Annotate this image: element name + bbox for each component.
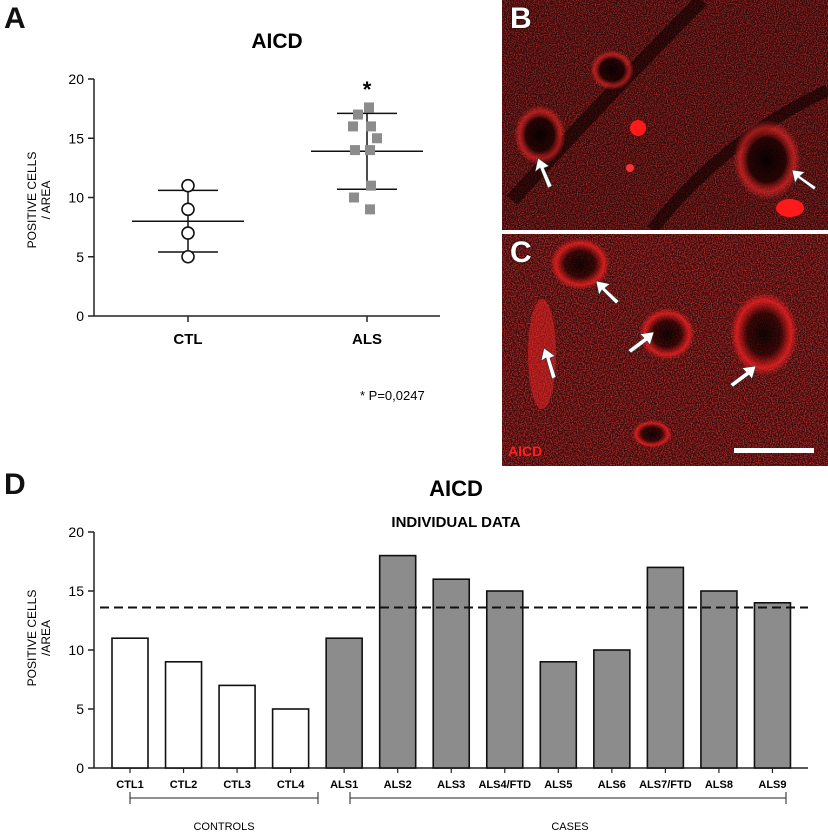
a-point-ctl: [181, 249, 195, 264]
chart-a-axes: [93, 79, 440, 317]
chart-a-marks: [132, 102, 423, 264]
chart-a-title: AICD: [251, 30, 302, 53]
cases-label: CASES: [551, 821, 588, 833]
d-category-label: ALS8: [705, 779, 733, 791]
aicd-stain-label: AICD: [508, 443, 543, 459]
chart-d-title: AICD: [429, 476, 483, 501]
panel-letter-d: D: [4, 468, 26, 501]
chart-a-ticks: 0 5 10 15 20 CTL ALS: [68, 71, 382, 348]
d-bar-als7-ftd: [646, 566, 685, 769]
chart-d-ylabel-line2: /AREA: [39, 620, 53, 656]
panel-d-chart: AICD INDIVIDUAL DATA POSITIVE CELLS /ARE…: [25, 476, 808, 833]
d-category-label: ALS7/FTD: [639, 779, 692, 791]
panel-letter-b: B: [510, 2, 532, 35]
a-point-als: [372, 133, 382, 144]
d-category-label: ALS2: [384, 779, 412, 791]
a-point-ctl: [181, 202, 195, 217]
d-bar-als2: [378, 554, 417, 769]
a-point-als: [366, 121, 376, 132]
d-category-label: ALS5: [544, 779, 572, 791]
p-value-annotation: * P=0,0247: [360, 388, 425, 403]
a-point-als: [349, 192, 359, 203]
d-category-label: ALS4/FTD: [478, 779, 531, 791]
d-bar-als9: [753, 602, 792, 769]
a-category-label: ALS: [352, 331, 382, 348]
micrograph-c: C AICD: [502, 234, 828, 466]
a-ytick-label: 0: [76, 308, 84, 324]
d-category-label: CTL2: [170, 779, 198, 791]
a-point-als: [364, 102, 374, 113]
d-ytick-label: 0: [76, 760, 84, 776]
d-bar-als1: [325, 637, 363, 769]
d-bar-als6: [593, 649, 631, 769]
chart-d-bars: CTL1 CTL2 CTL3 CTL4 ALS1 ALS2 ALS3 ALS4/FTD ALS5…: [100, 554, 808, 791]
panel-letter-c: C: [510, 236, 532, 269]
a-ytick-label: 5: [76, 249, 84, 265]
d-category-label: CTL3: [223, 779, 251, 791]
a-ytick-label: 10: [68, 190, 84, 206]
panel-a-chart: AICD POSITIVE CELLS / AREA 0 5 10 15 20 CTL AL…: [25, 30, 440, 403]
chart-d-ylabel-line1: POSITIVE CELLS: [25, 590, 39, 687]
chart-a-ylabel-line1: POSITIVE CELLS: [25, 152, 39, 249]
d-ytick-label: 20: [68, 524, 84, 540]
a-point-als: [365, 145, 375, 156]
micrograph-b: B: [502, 0, 828, 230]
chart-a-ylabel-line2: / AREA: [39, 181, 53, 220]
chart-d-groups: CONTROLS CASES: [129, 792, 787, 833]
a-category-label: CTL: [173, 331, 202, 348]
d-bar-ctl1: [111, 637, 149, 769]
d-category-label: ALS1: [330, 779, 358, 791]
a-point-als: [350, 145, 360, 156]
micrograph-b-image: [502, 0, 828, 230]
d-ytick-label: 5: [76, 701, 84, 717]
d-bar-als8: [700, 590, 738, 769]
panel-letter-a: A: [4, 2, 26, 35]
a-ytick-label: 20: [68, 71, 84, 87]
d-bar-ctl4: [271, 708, 310, 769]
d-ytick-label: 15: [68, 583, 84, 599]
a-point-als: [348, 121, 358, 132]
significance-star: *: [363, 77, 372, 102]
d-bar-ctl2: [164, 661, 203, 769]
d-category-label: CTL1: [116, 779, 144, 791]
d-category-label: ALS9: [758, 779, 786, 791]
scale-bar: [734, 448, 814, 453]
d-bar-als4-ftd: [485, 590, 524, 769]
a-point-ctl: [181, 226, 195, 240]
a-ytick-label: 15: [68, 130, 84, 146]
d-category-label: CTL4: [277, 779, 305, 791]
d-category-label: ALS3: [437, 779, 465, 791]
a-point-ctl: [181, 178, 195, 193]
a-point-als: [366, 180, 376, 191]
a-point-als: [365, 204, 375, 215]
d-bar-ctl3: [218, 684, 256, 769]
chart-d-subtitle: INDIVIDUAL DATA: [391, 514, 520, 531]
micrograph-c-image: [502, 234, 828, 466]
d-category-label: ALS6: [598, 779, 626, 791]
d-ytick-label: 10: [68, 642, 84, 658]
d-bar-als5: [539, 661, 578, 769]
controls-label: CONTROLS: [193, 821, 254, 833]
a-point-als: [353, 109, 363, 120]
